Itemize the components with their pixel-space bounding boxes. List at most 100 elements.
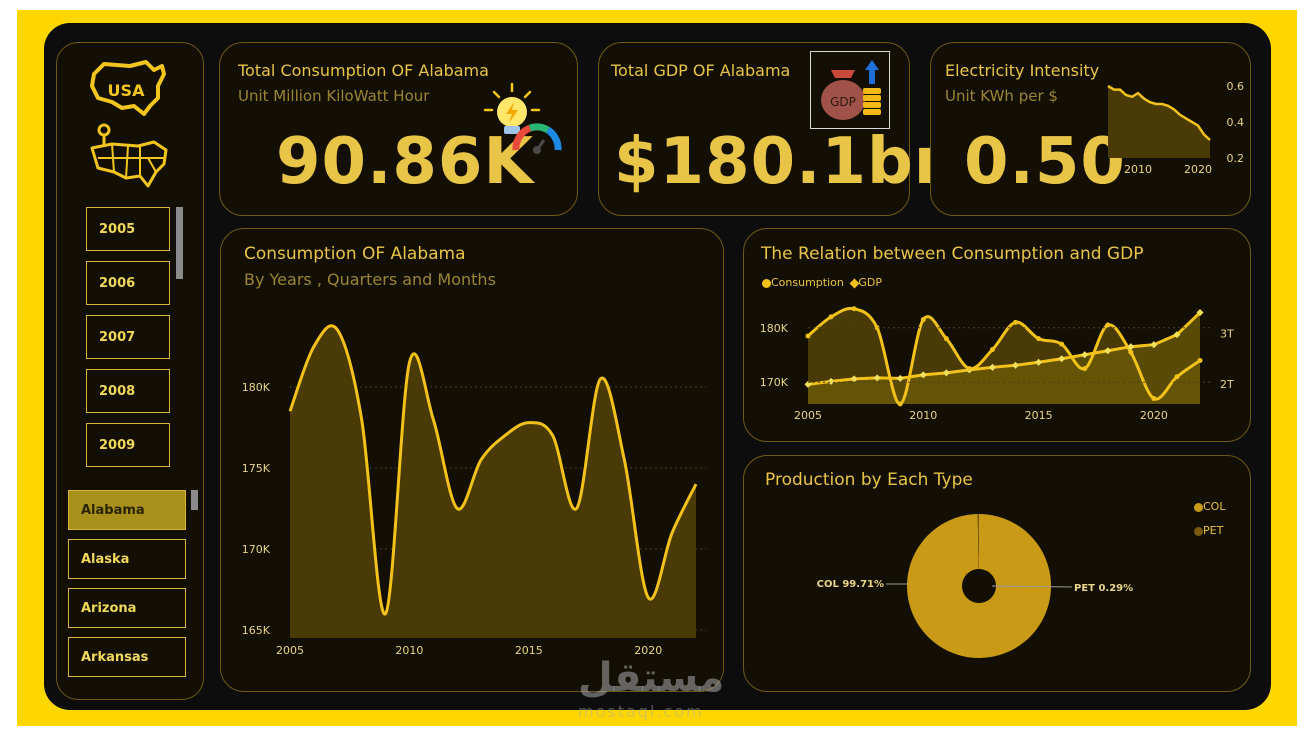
kpi-intensity-title: Electricity Intensity xyxy=(945,61,1100,80)
production-legend-col: COL xyxy=(1194,500,1225,513)
consumption-point xyxy=(805,333,811,339)
watermark-arabic: مستقل xyxy=(578,655,725,701)
x-tick-label: 2005 xyxy=(276,644,304,657)
consumption-point xyxy=(874,325,880,331)
x-tick-label: 2005 xyxy=(794,409,822,422)
y-right-tick-label: 3T xyxy=(1220,328,1234,341)
y-tick-label: 165K xyxy=(242,624,271,637)
kpi-consumption-title: Total Consumption OF Alabama xyxy=(238,61,489,80)
consumption-area-chart: 180K 175K 170K 165K 2005 2010 2015 2020 xyxy=(242,324,706,657)
state-slicer-item[interactable]: Arizona xyxy=(68,588,186,628)
series-line xyxy=(288,324,698,616)
gdp-money-bag-icon: GDP xyxy=(810,51,890,129)
sparkline-area xyxy=(1108,86,1210,158)
spark-y-tick-label: 0.6 xyxy=(1227,80,1245,93)
usa-label: USA xyxy=(108,81,146,100)
gdp-point xyxy=(1011,361,1020,369)
gdp-point xyxy=(1081,351,1089,359)
kpi-gdp-title: Total GDP OF Alabama xyxy=(611,61,791,80)
legend-gdp-label: GDP xyxy=(858,276,882,289)
consumption-point xyxy=(828,314,834,320)
kpi-intensity-value: 0.50 xyxy=(964,125,1126,199)
x-tick-label: 2015 xyxy=(1025,409,1053,422)
consumption-point xyxy=(1197,357,1203,363)
gdp-area xyxy=(808,312,1200,404)
state-slicer-item[interactable]: Alaska xyxy=(68,539,186,579)
y-tick-label: 175K xyxy=(242,462,271,475)
consumption-chart-title: Consumption OF Alabama xyxy=(244,244,466,264)
gdp-point xyxy=(827,377,835,385)
gdp-point xyxy=(873,374,881,382)
consumption-point xyxy=(897,401,903,407)
y-left-tick-label: 170K xyxy=(760,376,789,389)
relation-chart-title: The Relation between Consumption and GDP xyxy=(761,244,1144,264)
relation-combo-chart: 180K 170K 3T 2T 2005 2010 2015 2020 xyxy=(760,306,1234,422)
spark-x-tick-label: 2020 xyxy=(1184,163,1212,176)
consumption-point xyxy=(1151,396,1157,402)
y-right-tick-label: 2T xyxy=(1220,378,1234,391)
year-slicer-item[interactable]: 2007 xyxy=(86,315,170,359)
usa-states-map-icon xyxy=(88,120,172,192)
consumption-point xyxy=(1036,336,1042,342)
consumption-point xyxy=(1082,366,1088,372)
x-tick-label: 2020 xyxy=(1140,409,1168,422)
legend-consumption-label: Consumption xyxy=(771,276,844,289)
year-slicer-item[interactable]: 2005 xyxy=(86,207,170,251)
x-tick-label: 2015 xyxy=(515,644,543,657)
consumption-point xyxy=(966,366,972,372)
y-tick-label: 170K xyxy=(242,543,271,556)
year-slicer-scrollbar[interactable] xyxy=(176,207,183,279)
state-slicer-scrollbar[interactable] xyxy=(191,490,198,510)
year-slicer-item[interactable]: 2006 xyxy=(86,261,170,305)
pet-data-label: PET 0.29% xyxy=(1074,583,1133,594)
consumption-point xyxy=(1128,349,1134,355)
kpi-gdp-value: $180.1bn xyxy=(614,125,961,199)
kpi-consumption-subtitle: Unit Million KiloWatt Hour xyxy=(238,87,430,105)
y-tick-label: 180K xyxy=(242,381,271,394)
y-left-tick-label: 180K xyxy=(760,322,789,335)
area-fill xyxy=(290,325,696,638)
relation-legend: Consumption GDP xyxy=(762,276,882,289)
gdp-point xyxy=(1104,347,1112,355)
kpi-gdp-card xyxy=(598,42,910,216)
gdp-line xyxy=(807,311,1202,386)
donut-slice xyxy=(977,514,979,570)
consumption-point xyxy=(1105,322,1111,328)
x-tick-label: 2010 xyxy=(909,409,937,422)
donut-slice xyxy=(907,514,1051,658)
gdp-point xyxy=(988,363,997,371)
kpi-consumption-value: 90.86K xyxy=(276,125,535,199)
spark-y-tick-label: 0.4 xyxy=(1227,116,1245,129)
col-data-label: COL 99.71% xyxy=(817,579,884,590)
gdp-icon-label: GDP xyxy=(830,95,856,109)
spark-y-tick-label: 0.2 xyxy=(1227,152,1245,165)
production-legend-pet: PET xyxy=(1194,524,1223,537)
consumption-point xyxy=(851,306,857,312)
production-chart-title: Production by Each Type xyxy=(765,470,973,490)
legend-consumption-marker xyxy=(762,278,771,288)
state-slicer-item-selected[interactable]: Alabama xyxy=(68,490,186,530)
intensity-sparkline: 0.6 0.4 0.2 2010 2020 xyxy=(1107,80,1245,176)
sidebar-panel xyxy=(56,42,204,700)
legend-col-label: COL xyxy=(1203,500,1226,513)
consumption-point xyxy=(1013,319,1019,325)
legend-col-marker xyxy=(1194,502,1203,512)
watermark-latin: mostaql.com xyxy=(578,702,704,721)
usa-map-icon: USA xyxy=(88,56,168,118)
x-tick-label: 2010 xyxy=(395,644,423,657)
year-slicer-item[interactable]: 2009 xyxy=(86,423,170,467)
legend-pet-label: PET xyxy=(1203,524,1224,537)
kpi-intensity-subtitle: Unit KWh per $ xyxy=(945,87,1058,105)
consumption-chart-subtitle: By Years , Quarters and Months xyxy=(244,270,496,289)
production-donut-chart: COL 99.71% PET 0.29% xyxy=(817,514,1133,658)
state-slicer-item[interactable]: Arkansas xyxy=(68,637,186,677)
legend-pet-marker xyxy=(1194,526,1203,536)
consumption-point xyxy=(920,317,926,323)
spark-x-tick-label: 2010 xyxy=(1124,163,1152,176)
consumption-point xyxy=(1059,341,1065,347)
consumption-point xyxy=(989,347,995,353)
consumption-point xyxy=(1174,374,1180,380)
year-slicer-item[interactable]: 2008 xyxy=(86,369,170,413)
gdp-point xyxy=(896,374,904,382)
consumption-point xyxy=(943,336,949,342)
